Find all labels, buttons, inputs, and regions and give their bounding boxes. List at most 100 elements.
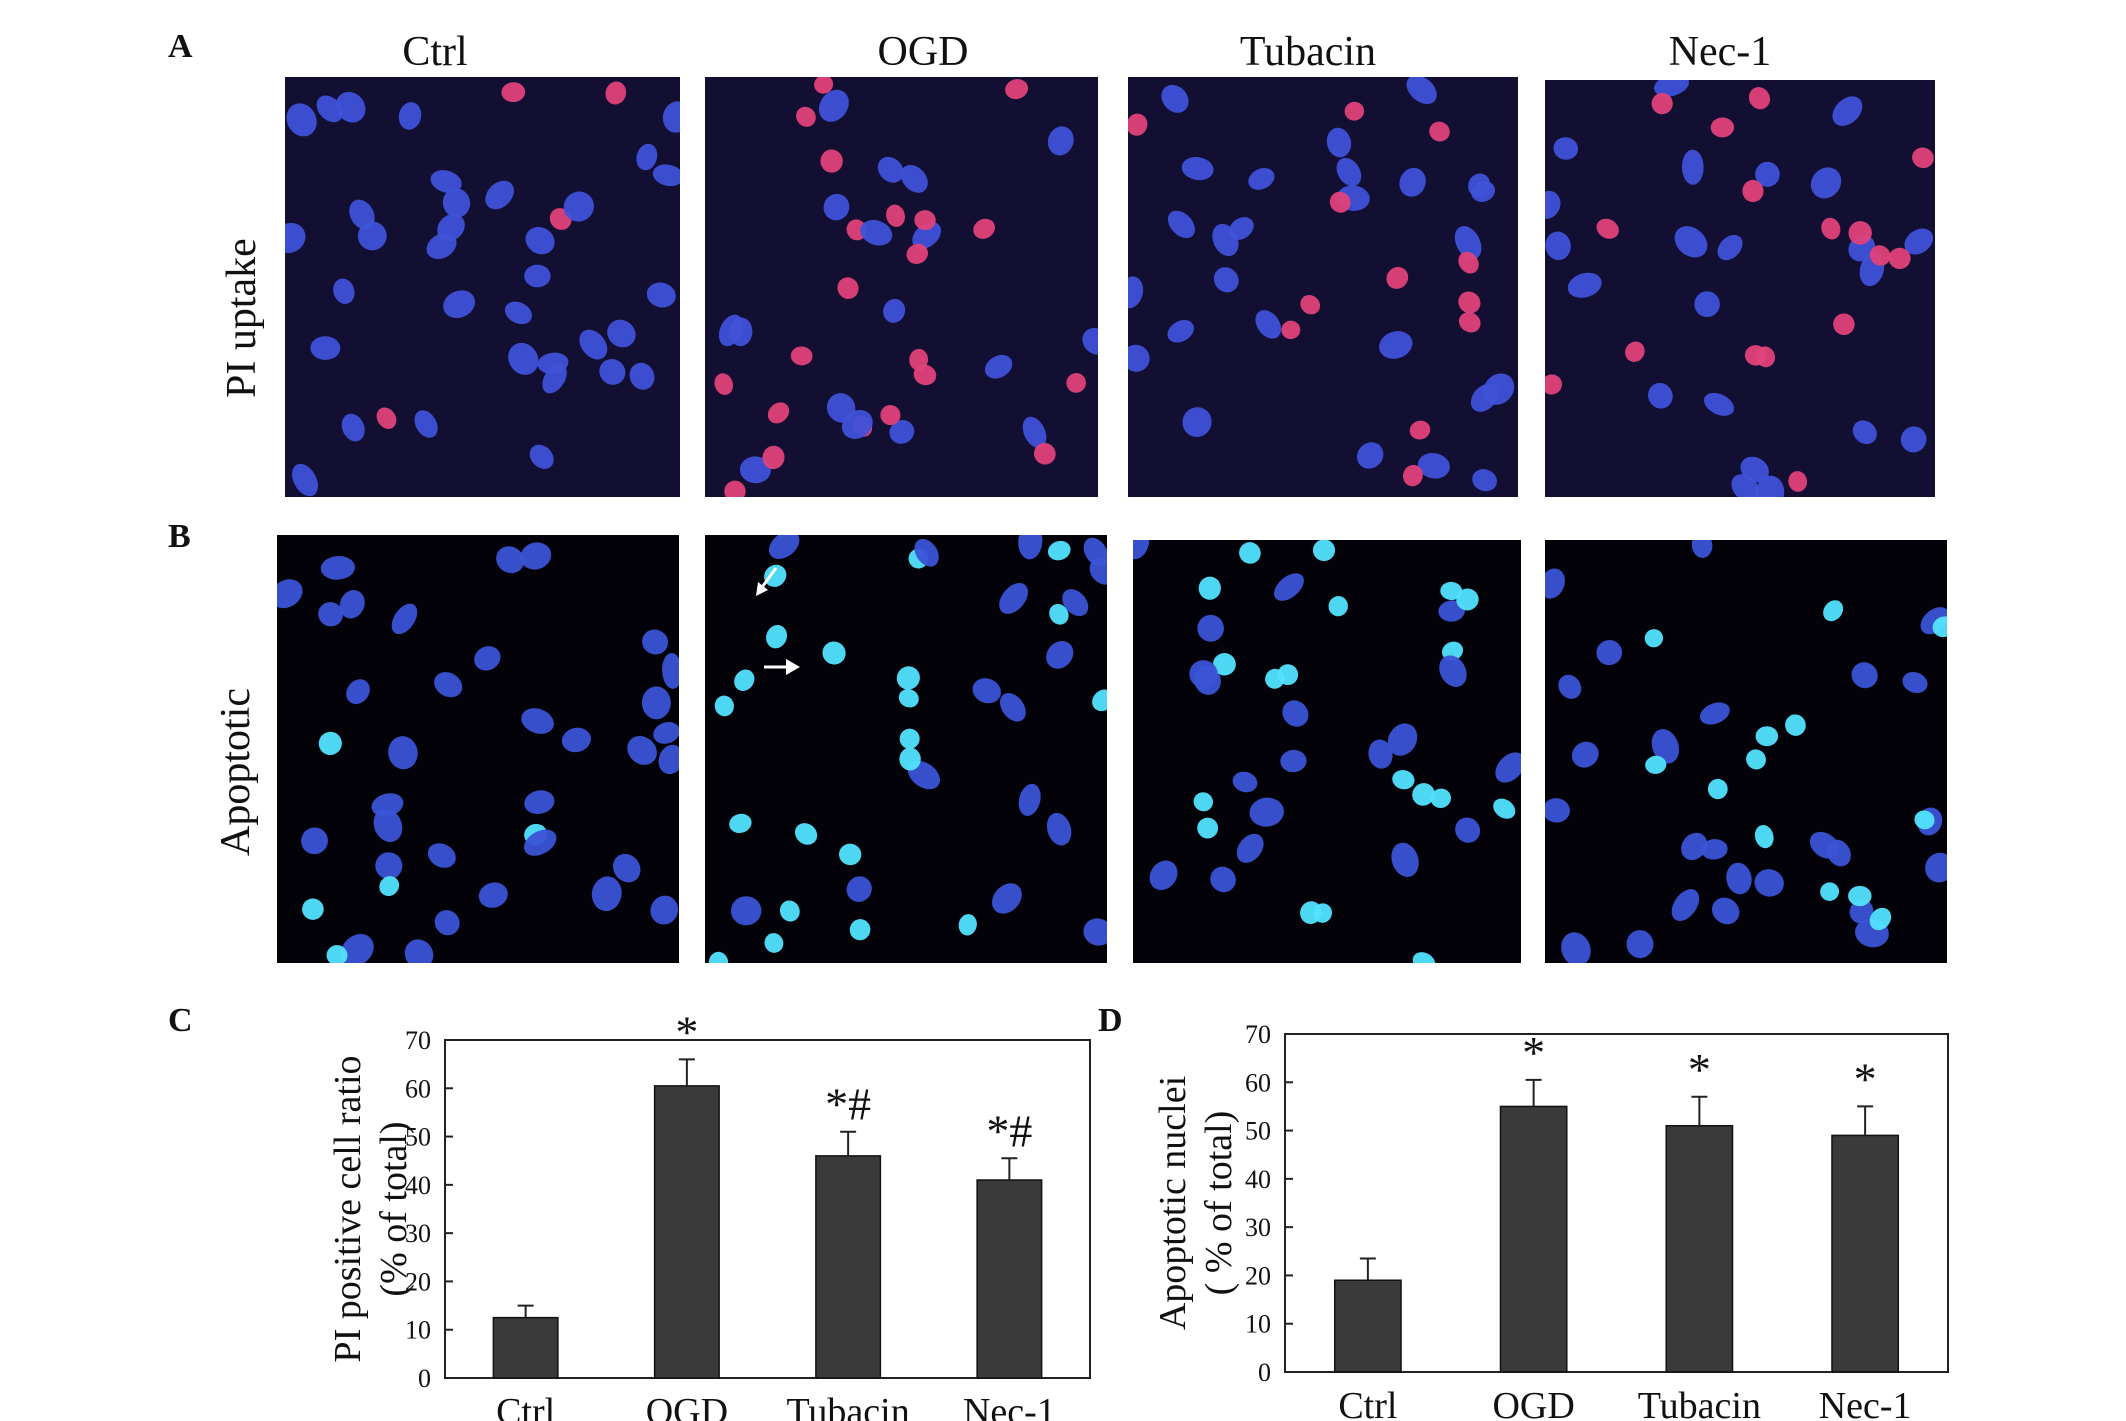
stained-nucleus <box>1754 824 1774 849</box>
stained-nucleus <box>973 218 996 239</box>
stained-nucleus <box>318 731 342 756</box>
y-tick-label: 30 <box>1245 1213 1271 1242</box>
stained-nucleus <box>1707 778 1728 800</box>
nucleus <box>607 319 636 348</box>
nucleus <box>1717 234 1743 261</box>
nucleus <box>1089 557 1107 585</box>
nucleus <box>1900 426 1927 453</box>
micrograph-apoptotic-tubacin <box>1133 540 1521 963</box>
x-tick-label: Tubacin <box>787 1391 910 1421</box>
stained-nucleus <box>1785 714 1806 736</box>
stained-nucleus <box>913 364 937 386</box>
nucleus <box>333 278 355 304</box>
stained-nucleus <box>762 445 785 470</box>
nucleus <box>1083 918 1107 946</box>
nucleus <box>1470 383 1499 412</box>
nucleus <box>404 939 434 963</box>
nucleus <box>563 191 594 222</box>
nucleus <box>1648 382 1673 409</box>
significance-marker: *# <box>986 1105 1032 1156</box>
x-tick-label: Ctrl <box>1338 1385 1397 1421</box>
nucleus <box>1336 157 1362 187</box>
nucleus <box>1255 310 1282 339</box>
stained-nucleus <box>914 210 936 231</box>
nucleus <box>579 329 608 360</box>
nucleus <box>841 409 873 439</box>
nucleus <box>1213 267 1239 293</box>
nucleus <box>1545 568 1565 599</box>
stained-nucleus <box>796 106 816 127</box>
nucleus <box>650 895 679 925</box>
micrograph-pi-tubacin <box>1128 77 1518 497</box>
nucleus <box>1596 640 1623 666</box>
chart-pi-positive-ratio: 0 10 20 30 40 50 60 70 Ctrl * OGD *# Tubacin *# Nec-1 P… <box>327 1006 1091 1421</box>
nucleus <box>992 883 1022 914</box>
bar-nec1 <box>1831 1134 1900 1373</box>
significance-marker: * <box>1854 1053 1877 1104</box>
stained-nucleus <box>958 914 977 936</box>
y-tick-label: 0 <box>1258 1358 1271 1387</box>
stained-nucleus <box>1329 191 1351 213</box>
nucleus <box>599 358 626 385</box>
y-tick-label: 10 <box>1245 1310 1271 1339</box>
stained-nucleus <box>1440 581 1463 601</box>
stained-nucleus <box>899 747 921 771</box>
nucleus <box>1280 749 1307 773</box>
stained-nucleus <box>1193 792 1214 812</box>
stained-nucleus <box>1820 882 1840 901</box>
stained-nucleus <box>814 77 834 94</box>
nucleus <box>1852 420 1877 445</box>
x-tick-label: Nec-1 <box>1819 1385 1912 1421</box>
stained-nucleus <box>605 81 627 105</box>
stained-nucleus <box>794 823 818 845</box>
nucleus <box>1545 190 1561 219</box>
stained-nucleus <box>1755 346 1776 368</box>
stained-nucleus <box>822 641 846 665</box>
nucleus <box>1674 226 1708 258</box>
stained-nucleus <box>1430 788 1451 809</box>
stained-nucleus <box>1888 247 1911 270</box>
stained-nucleus <box>1645 755 1667 774</box>
stained-nucleus <box>849 919 871 941</box>
nucleus <box>889 419 915 444</box>
nucleus <box>1681 832 1708 861</box>
nucleus <box>335 91 366 123</box>
y-tick-label: 40 <box>1245 1165 1271 1194</box>
stained-nucleus <box>1746 749 1766 770</box>
nucleus <box>537 352 569 374</box>
nucleus <box>1387 723 1418 756</box>
stained-nucleus <box>1755 726 1779 747</box>
nucleus <box>434 672 463 698</box>
nucleus <box>972 678 1001 704</box>
stained-nucleus <box>1458 251 1479 274</box>
nucleus <box>434 910 460 936</box>
stained-nucleus <box>1821 217 1841 240</box>
stained-nucleus <box>767 402 790 424</box>
nucleus <box>485 180 514 210</box>
nucleus <box>1755 475 1785 497</box>
stained-nucleus <box>376 407 397 429</box>
nucleus <box>877 156 904 183</box>
column-label-nec1: Nec-1 <box>1668 29 1772 75</box>
nucleus <box>504 301 532 325</box>
stained-nucleus <box>1458 312 1481 333</box>
nucleus <box>658 744 679 775</box>
nucleus <box>1731 474 1760 497</box>
stained-nucleus <box>1312 540 1336 562</box>
nucleus <box>1167 210 1196 239</box>
bar-ogd <box>1499 1105 1568 1373</box>
nucleus <box>730 896 762 926</box>
nucleus <box>341 413 365 442</box>
nucleus <box>375 852 403 880</box>
stained-nucleus <box>379 876 400 897</box>
nucleus <box>1181 157 1214 181</box>
stained-nucleus <box>1092 689 1107 712</box>
nucleus <box>883 298 906 323</box>
nucleus <box>388 736 418 770</box>
y-tick-label: 50 <box>1245 1117 1271 1146</box>
nucleus <box>529 444 554 469</box>
nucleus <box>984 354 1013 379</box>
stained-nucleus <box>1281 320 1301 340</box>
stained-nucleus <box>898 688 919 708</box>
